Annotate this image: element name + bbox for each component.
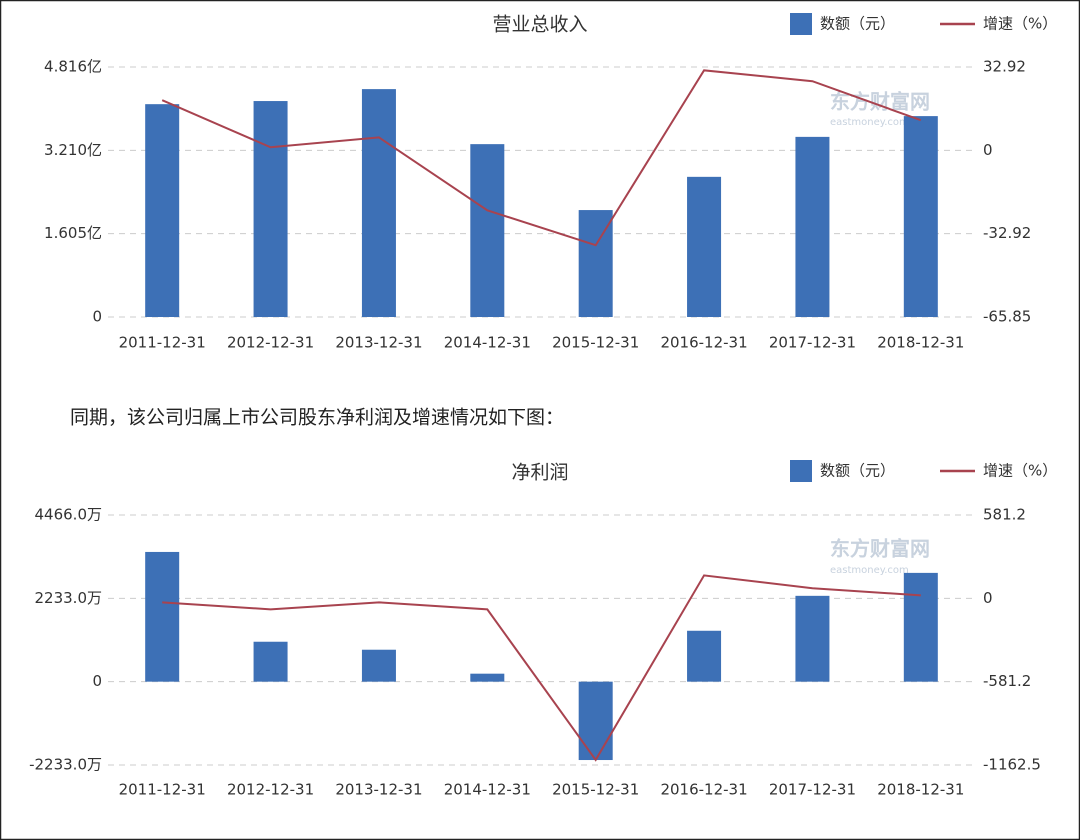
bar: [795, 595, 830, 682]
line-series: [162, 574, 921, 762]
y-tick-label: 2233.0万: [35, 589, 103, 607]
watermark-sub: eastmoney.com: [830, 117, 909, 128]
legend-label: 增速（%）: [983, 15, 1057, 33]
bar: [361, 649, 396, 682]
y2-tick-label: 0: [983, 141, 993, 159]
bar: [145, 551, 180, 682]
bar: [795, 136, 830, 317]
legend-swatch: [790, 13, 812, 35]
x-tick-label: 2011-12-31: [119, 781, 206, 799]
x-tick-label: 2012-12-31: [227, 781, 314, 799]
y-tick-label: 3.210亿: [44, 141, 102, 159]
chart-title: 净利润: [511, 462, 568, 484]
y2-tick-label: 32.92: [983, 58, 1026, 76]
bar: [470, 144, 505, 317]
bar: [253, 641, 288, 682]
x-tick-label: 2012-12-31: [227, 334, 314, 352]
bar: [903, 572, 938, 682]
bar: [361, 89, 396, 317]
x-tick-label: 2016-12-31: [660, 334, 747, 352]
caption: 同期，该公司归属上市公司股东净利润及增速情况如下图：: [70, 407, 564, 429]
x-tick-label: 2018-12-31: [877, 781, 964, 799]
y-tick-label: 0: [92, 308, 102, 326]
y2-tick-label: -1162.5: [983, 756, 1041, 774]
y-tick-label: 4466.0万: [35, 506, 103, 524]
legend-label: 数额（元）: [820, 462, 895, 480]
line-series: [161, 69, 922, 247]
y-tick-label: -2233.0万: [29, 756, 102, 774]
legend-swatch: [790, 460, 812, 482]
bar: [687, 176, 722, 317]
bar: [470, 673, 505, 682]
x-tick-label: 2014-12-31: [444, 781, 531, 799]
x-tick-label: 2016-12-31: [660, 781, 747, 799]
legend-label: 增速（%）: [983, 462, 1057, 480]
y2-tick-label: 581.2: [983, 506, 1026, 524]
y2-tick-label: -65.85: [983, 308, 1031, 326]
x-tick-label: 2013-12-31: [335, 334, 422, 352]
x-tick-label: 2014-12-31: [444, 334, 531, 352]
chart-title: 营业总收入: [492, 14, 587, 36]
bar: [145, 104, 180, 317]
legend-label: 数额（元）: [820, 15, 895, 33]
y-tick-label: 4.816亿: [44, 58, 102, 76]
y2-tick-label: -32.92: [983, 224, 1031, 242]
watermark-sub: eastmoney.com: [830, 565, 909, 576]
y-tick-label: 1.605亿: [44, 224, 102, 242]
x-tick-label: 2018-12-31: [877, 334, 964, 352]
bar: [578, 681, 613, 761]
x-tick-label: 2017-12-31: [769, 334, 856, 352]
y2-tick-label: 0: [983, 589, 993, 607]
bar: [687, 630, 722, 682]
bar: [253, 101, 288, 317]
y-tick-label: 0: [92, 672, 102, 690]
x-tick-label: 2017-12-31: [769, 781, 856, 799]
y2-tick-label: -581.2: [983, 672, 1031, 690]
x-tick-label: 2013-12-31: [335, 781, 422, 799]
x-tick-label: 2015-12-31: [552, 781, 639, 799]
bar: [903, 116, 938, 317]
watermark: 东方财富网: [830, 537, 930, 561]
x-tick-label: 2011-12-31: [119, 334, 206, 352]
x-tick-label: 2015-12-31: [552, 334, 639, 352]
